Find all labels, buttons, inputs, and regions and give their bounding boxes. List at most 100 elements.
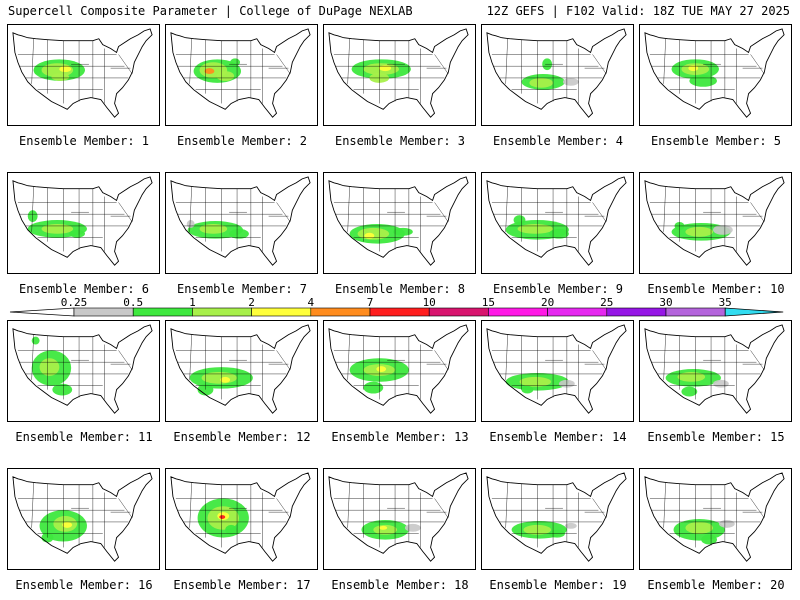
state-boundary (276, 202, 291, 223)
ensemble-member-label: Ensemble Member: 2 (176, 134, 308, 148)
us-map (486, 176, 627, 266)
ensemble-member-label: Ensemble Member: 6 (18, 282, 150, 296)
scp-contour-area (39, 358, 60, 376)
colorbar-tick-label: 4 (307, 296, 314, 309)
scp-contour-area (685, 226, 714, 237)
ensemble-map-panel (7, 24, 160, 126)
ensemble-member-label: Ensemble Member: 16 (15, 578, 153, 592)
scp-contour-area (688, 65, 699, 72)
colorbar-tick-label: 0.25 (61, 296, 88, 309)
colorbar-segment (251, 307, 312, 317)
colorbar-segment (665, 307, 726, 317)
country-outline (170, 176, 311, 266)
ensemble-map-panel (639, 24, 792, 126)
ensemble-member-label: Ensemble Member: 15 (647, 430, 785, 444)
us-map (170, 176, 311, 266)
state-boundary (31, 482, 34, 528)
state-boundary (592, 54, 607, 75)
us-map (170, 28, 311, 118)
ensemble-member-label: Ensemble Member: 1 (18, 134, 150, 148)
state-boundary (189, 482, 192, 528)
state-boundary (505, 334, 508, 380)
ensemble-map-panel (481, 468, 634, 570)
country-outline (486, 472, 627, 562)
scp-contour-area (677, 371, 706, 382)
scp-contour-area (517, 223, 554, 234)
country-outline (644, 176, 785, 266)
state-boundary (276, 54, 291, 75)
state-boundary (189, 38, 192, 84)
scp-contour-area (51, 73, 70, 81)
scp-contour-area (404, 523, 421, 532)
ensemble-member-label: Ensemble Member: 5 (650, 134, 782, 148)
colorbar-segment (547, 307, 608, 317)
state-boundary (189, 334, 192, 380)
country-outline (486, 324, 627, 414)
country-outline (12, 176, 153, 266)
state-boundary (118, 54, 133, 75)
ensemble-map-panel (481, 24, 634, 126)
scp-contour-area (204, 68, 215, 75)
colorbar-tick-label: 0.5 (123, 296, 143, 309)
country-outline (12, 324, 153, 414)
state-boundary (347, 334, 350, 380)
ensemble-map-panel (481, 320, 634, 422)
ensemble-member-label: Ensemble Member: 8 (334, 282, 466, 296)
country-outline (328, 176, 469, 266)
colorbar-segment (192, 307, 252, 317)
colorbar-tick-label: 15 (482, 296, 495, 309)
scp-contour-area (219, 515, 226, 519)
us-map (644, 324, 785, 414)
country-outline (12, 472, 153, 562)
scp-contour-area (521, 385, 534, 394)
country-outline (170, 324, 311, 414)
valid-time: 12Z GEFS | F102 Valid: 18Z TUE MAY 27 20… (486, 4, 790, 18)
scp-contour-area (199, 223, 228, 234)
us-map (328, 324, 469, 414)
state-boundary (505, 186, 508, 232)
us-map (486, 324, 627, 414)
scp-contour-area (376, 366, 387, 372)
state-boundary (750, 350, 765, 371)
colorbar-tick-label: 1 (189, 296, 196, 309)
ensemble-map-panel (165, 320, 318, 422)
state-boundary (347, 186, 350, 232)
ensemble-member-label: Ensemble Member: 4 (492, 134, 624, 148)
scp-contour-area (59, 66, 72, 73)
ensemble-map-panel (165, 24, 318, 126)
state-boundary (434, 202, 449, 223)
state-boundary (276, 350, 291, 371)
us-map (328, 28, 469, 118)
scp-contour-area (62, 521, 73, 528)
scp-contour-area (33, 65, 42, 75)
scp-contour-area (562, 77, 579, 86)
ensemble-map-panel (7, 320, 160, 422)
ensemble-map-panel (165, 468, 318, 570)
scp-contour-area (364, 232, 375, 239)
scp-contour-area (52, 383, 73, 396)
scp-contour-area (69, 229, 85, 238)
colorbar-tick-label: 25 (600, 296, 613, 309)
scp-contour-area (549, 228, 569, 239)
country-outline (644, 324, 785, 414)
us-map (12, 28, 153, 118)
colorbar-segment (132, 307, 193, 317)
us-map (486, 28, 627, 118)
state-boundary (505, 38, 508, 84)
colorbar-tick-label: 35 (719, 296, 732, 309)
ensemble-map-panel (7, 468, 160, 570)
scp-contour-area (27, 210, 38, 223)
ensemble-map-panel (323, 468, 476, 570)
scp-contour-area (689, 75, 717, 87)
color-scale-legend: 0.25 0.5 1 2 4 7 10 15 20 25 30 35 (0, 296, 800, 318)
us-map (486, 472, 627, 562)
ensemble-member-label: Ensemble Member: 12 (173, 430, 311, 444)
colorbar-max-arrow (724, 307, 784, 317)
state-boundary (118, 350, 133, 371)
country-outline (486, 176, 627, 266)
ensemble-map-panel (323, 24, 476, 126)
state-boundary (276, 498, 291, 519)
colorbar-segment (369, 307, 430, 317)
ensemble-member-label: Ensemble Member: 18 (331, 578, 469, 592)
scp-contour-area (529, 77, 554, 88)
